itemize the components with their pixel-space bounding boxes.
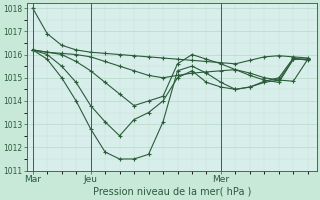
X-axis label: Pression niveau de la mer( hPa ): Pression niveau de la mer( hPa ) — [92, 187, 251, 197]
